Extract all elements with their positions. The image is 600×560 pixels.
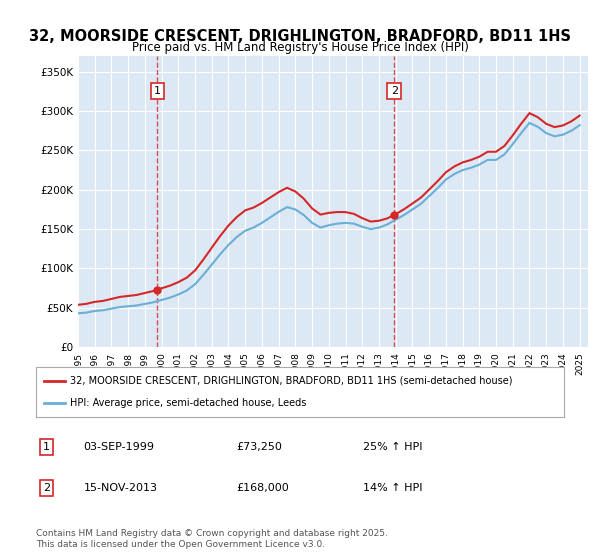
Text: Contains HM Land Registry data © Crown copyright and database right 2025.
This d: Contains HM Land Registry data © Crown c…	[36, 529, 388, 549]
Text: 2: 2	[43, 483, 50, 493]
Text: 32, MOORSIDE CRESCENT, DRIGHLINGTON, BRADFORD, BD11 1HS (semi-detached house): 32, MOORSIDE CRESCENT, DRIGHLINGTON, BRA…	[70, 376, 513, 386]
Text: 14% ↑ HPI: 14% ↑ HPI	[364, 483, 423, 493]
Text: 1: 1	[43, 442, 50, 452]
Text: Price paid vs. HM Land Registry's House Price Index (HPI): Price paid vs. HM Land Registry's House …	[131, 41, 469, 54]
Text: 32, MOORSIDE CRESCENT, DRIGHLINGTON, BRADFORD, BD11 1HS: 32, MOORSIDE CRESCENT, DRIGHLINGTON, BRA…	[29, 29, 571, 44]
Text: £73,250: £73,250	[236, 442, 283, 452]
Text: 2: 2	[391, 86, 398, 96]
Text: 25% ↑ HPI: 25% ↑ HPI	[364, 442, 423, 452]
Text: 1: 1	[154, 86, 161, 96]
Text: 03-SEP-1999: 03-SEP-1999	[83, 442, 155, 452]
Text: 15-NOV-2013: 15-NOV-2013	[83, 483, 158, 493]
Text: £168,000: £168,000	[236, 483, 289, 493]
Text: HPI: Average price, semi-detached house, Leeds: HPI: Average price, semi-detached house,…	[70, 398, 307, 408]
